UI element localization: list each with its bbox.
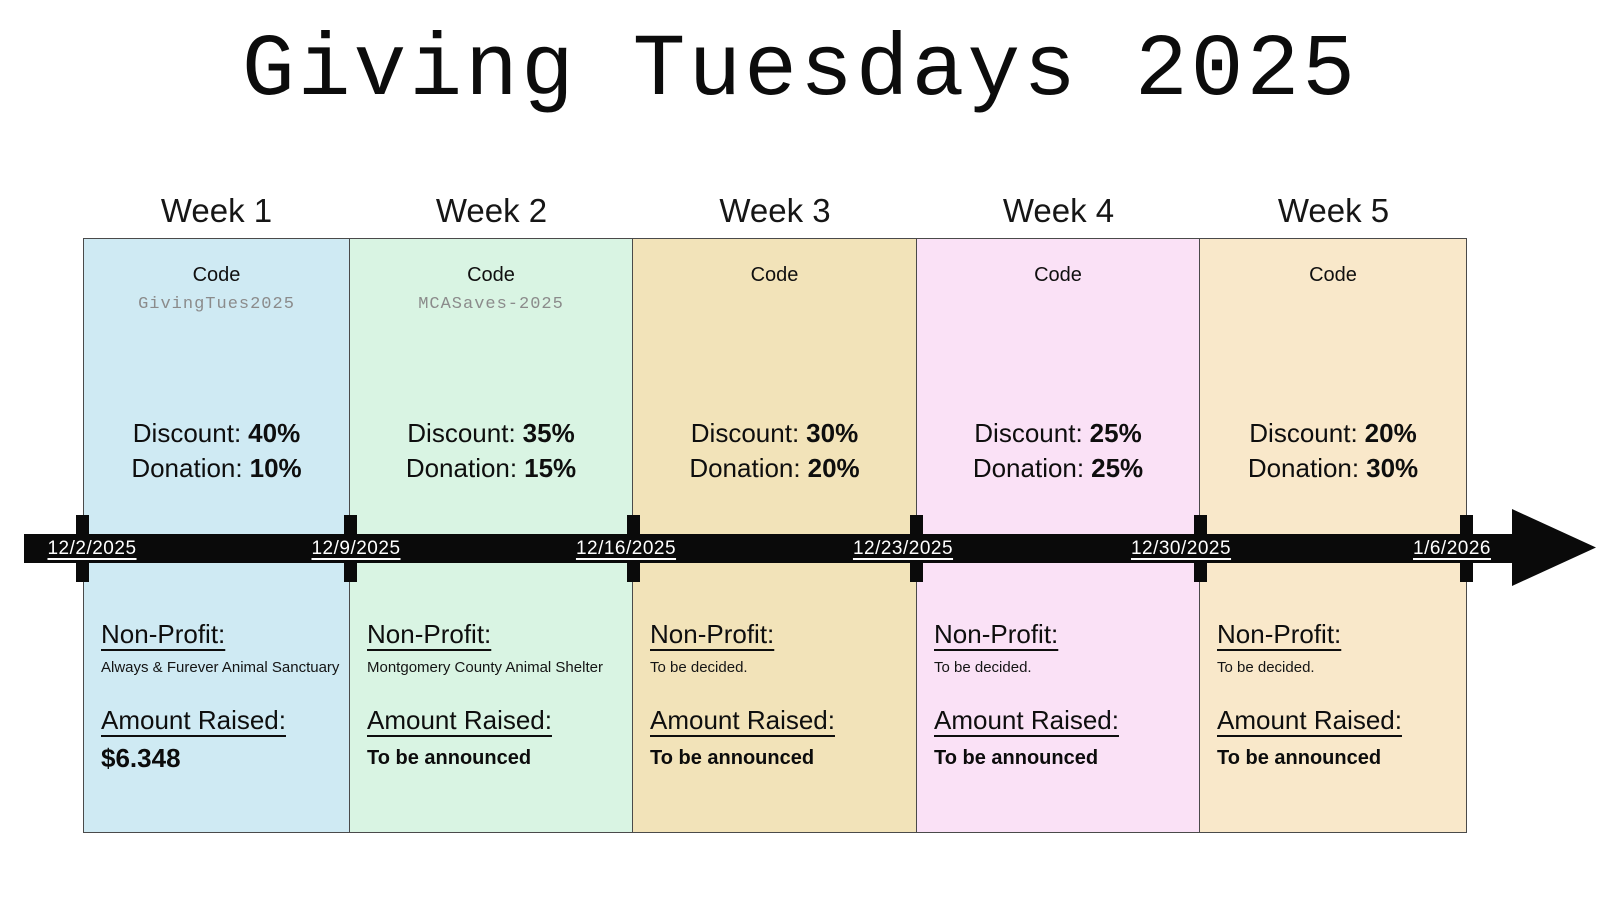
code-label: Code — [192, 264, 241, 286]
promo-block: Discount: 25% Donation: 25% — [917, 416, 1199, 486]
page-title: Giving Tuesdays 2025 — [241, 22, 1359, 121]
donation-label: Donation: — [972, 453, 1085, 483]
amount-raised-label: Amount Raised: — [367, 705, 552, 735]
week-1-panel: Code GivingTues2025 Discount: 40% Donatio… — [83, 238, 350, 833]
donation-label: Donation: — [689, 453, 801, 483]
discount-value: 25% — [1089, 418, 1142, 448]
discount-line: Discount: 20% — [1200, 416, 1466, 451]
promo-code — [633, 295, 916, 315]
amount-raised-value: To be announced — [1217, 747, 1382, 769]
week-5-label: Week 5 — [1277, 192, 1390, 229]
promo-block: Discount: 40% Donation: 10% — [84, 416, 349, 486]
discount-label: Discount: — [407, 418, 516, 448]
discount-value: 40% — [248, 418, 301, 448]
donation-label: Donation: — [131, 453, 243, 483]
discount-label: Discount: — [690, 418, 800, 448]
amount-raised-value: To be announced — [650, 747, 815, 769]
nonprofit-name: Always & Furever Animal Sanctuary — [101, 659, 340, 676]
week-4-label: Week 4 — [1002, 192, 1115, 229]
promo-block: Discount: 35% Donation: 15% — [350, 416, 632, 486]
donation-line: Donation: 30% — [1200, 451, 1466, 486]
discount-line: Discount: 25% — [917, 416, 1199, 451]
donation-label: Donation: — [1247, 453, 1360, 483]
discount-value: 20% — [1364, 418, 1417, 448]
donation-value: 30% — [1366, 453, 1419, 483]
code-label: Code — [1034, 264, 1082, 286]
results-block: Non-Profit: To be decided. Amount Raised… — [1200, 618, 1466, 771]
results-block: Non-Profit: Montgomery County Animal She… — [350, 618, 632, 771]
week-2-label: Week 2 — [435, 192, 548, 229]
discount-line: Discount: 40% — [84, 416, 349, 451]
amount-raised-label: Amount Raised: — [650, 705, 835, 735]
nonprofit-name: To be decided. — [650, 659, 748, 676]
amount-raised-value: To be announced — [367, 747, 532, 769]
discount-label: Discount: — [1249, 418, 1358, 448]
donation-label: Donation: — [405, 453, 518, 483]
amount-raised-value: To be announced — [934, 747, 1099, 769]
code-label: Code — [1309, 264, 1357, 286]
discount-label: Discount: — [974, 418, 1083, 448]
donation-value: 15% — [524, 453, 577, 483]
amount-raised-value: $6.348 — [101, 743, 181, 773]
donation-line: Donation: 10% — [84, 451, 349, 486]
amount-raised-label: Amount Raised: — [934, 705, 1119, 735]
nonprofit-label: Non-Profit: — [934, 619, 1059, 649]
amount-raised-label: Amount Raised: — [101, 705, 286, 735]
promo-code — [917, 295, 1199, 315]
nonprofit-name: To be decided. — [1217, 659, 1315, 676]
promo-code: MCASaves-2025 — [418, 295, 564, 314]
promo-block: Discount: 30% Donation: 20% — [633, 416, 916, 486]
week-2-panel: Code MCASaves-2025 Discount: 35% Donation… — [350, 238, 633, 833]
arrowhead-icon — [1512, 509, 1596, 586]
week-5-panel: Code Discount: 20% Donation: 30% Non-Profi… — [1200, 238, 1467, 833]
week-4-panel: Code Discount: 25% Donation: 25% Non-Profi… — [917, 238, 1200, 833]
donation-value: 20% — [807, 453, 860, 483]
nonprofit-label: Non-Profit: — [650, 619, 775, 649]
nonprofit-label: Non-Profit: — [101, 619, 226, 649]
promo-code — [1200, 295, 1466, 315]
code-label: Code — [467, 264, 515, 286]
discount-label: Discount: — [132, 418, 242, 448]
code-label: Code — [750, 264, 799, 286]
discount-value: 30% — [806, 418, 859, 448]
timeline-panels: Code GivingTues2025 Discount: 40% Donatio… — [83, 238, 1467, 833]
promo-block: Discount: 20% Donation: 30% — [1200, 416, 1466, 486]
donation-value: 10% — [249, 453, 302, 483]
nonprofit-name: Montgomery County Animal Shelter — [367, 659, 603, 676]
discount-line: Discount: 30% — [633, 416, 916, 451]
week-labels-row: Week 1 Week 2 Week 3 Week 4 Week 5 — [83, 192, 1467, 230]
donation-line: Donation: 15% — [350, 451, 632, 486]
promo-code: GivingTues2025 — [138, 295, 295, 314]
week-3-label: Week 3 — [719, 192, 831, 229]
amount-raised-label: Amount Raised: — [1217, 705, 1402, 735]
nonprofit-label: Non-Profit: — [367, 619, 492, 649]
donation-line: Donation: 20% — [633, 451, 916, 486]
discount-line: Discount: 35% — [350, 416, 632, 451]
donation-line: Donation: 25% — [917, 451, 1199, 486]
nonprofit-name: To be decided. — [934, 659, 1032, 676]
results-block: Non-Profit: Always & Furever Animal Sanc… — [84, 618, 349, 771]
results-block: Non-Profit: To be decided. Amount Raised… — [917, 618, 1199, 771]
results-block: Non-Profit: To be decided. Amount Raised… — [633, 618, 916, 771]
nonprofit-label: Non-Profit: — [1217, 619, 1342, 649]
week-3-panel: Code Discount: 30% Donation: 20% Non-Profi… — [633, 238, 917, 833]
week-1-label: Week 1 — [160, 192, 273, 229]
donation-value: 25% — [1091, 453, 1144, 483]
discount-value: 35% — [522, 418, 575, 448]
